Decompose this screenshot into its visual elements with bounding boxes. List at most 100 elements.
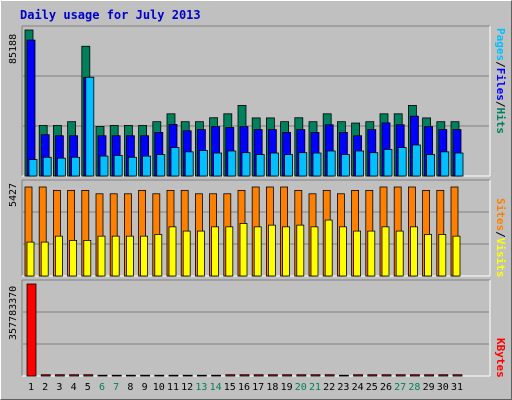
day-label: 27 xyxy=(394,382,407,393)
pages-bar xyxy=(71,156,80,177)
day-label: 19 xyxy=(280,382,293,393)
kbytes-bar xyxy=(97,374,108,377)
day-label: 29 xyxy=(422,382,435,393)
kbytes-bar xyxy=(239,374,250,377)
visits-bar xyxy=(40,241,49,277)
visits-bar xyxy=(310,226,319,277)
day-label: 31 xyxy=(450,382,464,393)
visits-bar xyxy=(26,241,35,277)
visits-bar xyxy=(253,226,262,277)
visits-bar xyxy=(282,226,291,277)
day-label: 4 xyxy=(70,382,77,393)
legend-sep-3: / xyxy=(494,231,507,238)
pages-bar xyxy=(397,147,407,177)
day-label: 21 xyxy=(308,382,322,393)
visits-bar xyxy=(225,226,234,277)
hits-ymax-label: 85188 xyxy=(8,33,19,64)
kbytes-bar xyxy=(381,374,392,377)
chart-title: Daily usage for July 2013 xyxy=(20,8,201,22)
kbytes-bar xyxy=(126,374,136,377)
day-label: 15 xyxy=(223,382,236,393)
pages-bar xyxy=(227,150,237,177)
pages-bar xyxy=(113,155,123,177)
visits-bar xyxy=(97,235,106,277)
visits-bar xyxy=(168,226,177,277)
day-label: 13 xyxy=(195,382,208,393)
day-label: 7 xyxy=(113,382,120,393)
kbytes-bar xyxy=(40,374,51,377)
pages-bar xyxy=(340,154,350,177)
kbytes-bar xyxy=(338,374,349,377)
visits-bar xyxy=(438,234,447,277)
legend-hits: Hits xyxy=(494,107,507,135)
kbytes-bar xyxy=(452,374,463,377)
pages-bar xyxy=(355,150,365,177)
legend-kbytes: KBytes xyxy=(494,338,507,378)
visits-bar xyxy=(353,230,362,277)
legend-sep-2: / xyxy=(494,100,507,108)
pages-bar xyxy=(454,152,464,177)
visits-bar xyxy=(182,230,191,277)
kbytes-bar xyxy=(55,374,65,377)
visits-bar xyxy=(83,240,92,277)
day-label: 30 xyxy=(436,382,449,393)
pages-bar xyxy=(198,150,208,177)
files-bar xyxy=(26,39,36,177)
pages-bar xyxy=(99,155,109,177)
kbytes-panel xyxy=(22,280,490,376)
day-label: 8 xyxy=(127,382,134,393)
pages-bar xyxy=(326,150,336,177)
kbytes-bar xyxy=(211,374,222,377)
day-label: 6 xyxy=(98,382,106,393)
hits-legend: Pages/Files/Hits xyxy=(494,28,507,134)
kbytes-bar xyxy=(69,374,79,377)
visits-bar xyxy=(126,235,134,277)
kbytes-bar xyxy=(282,374,293,377)
kbytes-bar xyxy=(267,374,278,377)
pages-bar xyxy=(369,152,379,177)
day-label: 17 xyxy=(252,382,265,393)
day-label: 28 xyxy=(408,382,421,393)
pages-bar xyxy=(156,154,166,177)
visits-bar xyxy=(267,224,276,277)
pages-bar xyxy=(269,152,279,177)
visits-bar xyxy=(154,234,163,277)
day-label: 25 xyxy=(365,382,378,393)
visits-bar xyxy=(211,226,220,277)
kbytes-bar xyxy=(296,374,307,377)
pages-bar xyxy=(383,149,393,177)
visits-bar xyxy=(296,224,305,277)
visits-bar xyxy=(140,235,149,277)
legend-sep-1: / xyxy=(494,61,507,68)
day-label: 5 xyxy=(84,382,91,393)
visits-bar xyxy=(452,235,461,277)
kbytes-bar xyxy=(253,374,264,377)
sites-legend: Sites/Visits xyxy=(494,198,507,278)
day-label: 24 xyxy=(351,382,364,393)
pages-bar xyxy=(411,144,421,177)
kbytes-bar xyxy=(367,374,378,377)
visits-bar xyxy=(111,235,120,277)
kbytes-bar xyxy=(324,374,335,377)
legend-files: Files xyxy=(494,67,507,101)
visits-bar xyxy=(338,226,347,277)
kbytes-bar xyxy=(409,374,420,377)
day-label: 2 xyxy=(42,382,49,393)
pages-bar xyxy=(284,154,294,177)
visits-bar xyxy=(409,226,418,277)
visits-bar xyxy=(367,230,376,277)
visits-bar xyxy=(69,240,77,277)
legend-visits: Visits xyxy=(494,237,507,278)
pages-bar xyxy=(42,156,52,177)
visits-bar xyxy=(424,234,433,277)
kbytes-bar xyxy=(83,374,94,377)
visits-bar xyxy=(324,219,333,277)
kbytes-bar xyxy=(140,374,151,377)
kbytes-bar xyxy=(111,374,122,377)
pages-bar xyxy=(255,154,265,177)
day-label: 16 xyxy=(237,382,251,393)
pages-bar xyxy=(184,151,194,177)
day-label: 12 xyxy=(181,382,194,393)
legend-pages: Pages xyxy=(494,28,507,62)
